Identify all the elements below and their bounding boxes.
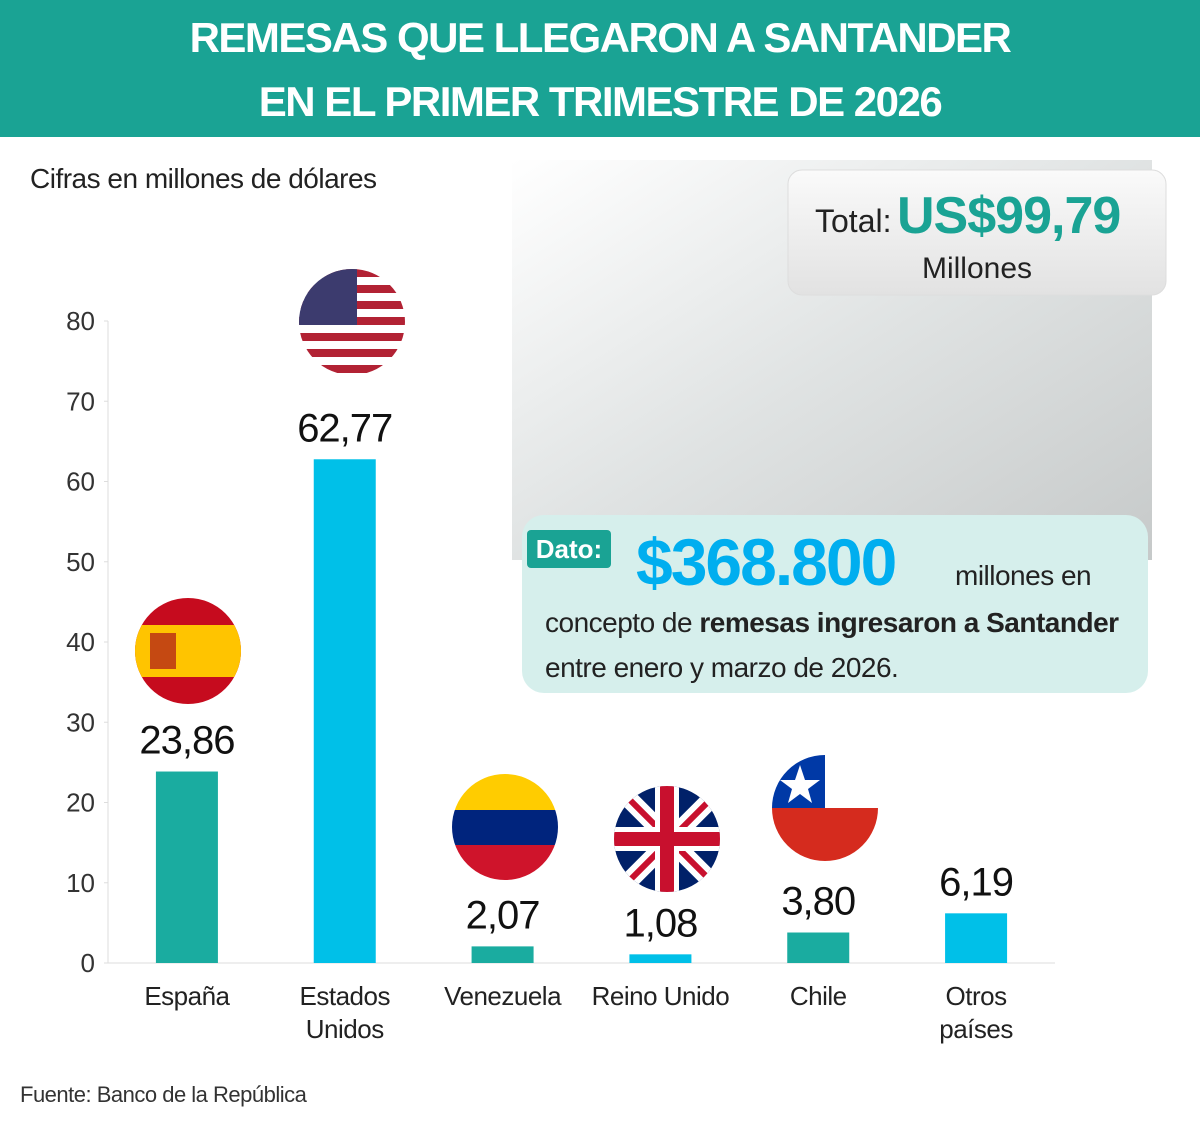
y-tick-label: 30 bbox=[66, 707, 95, 737]
y-tick-label: 80 bbox=[66, 306, 95, 336]
dato-tag bbox=[527, 530, 611, 568]
flag-usa bbox=[299, 269, 405, 375]
value-label: 6,19 bbox=[939, 860, 1013, 904]
dato-box bbox=[522, 515, 1148, 693]
dato-text-bold: remesas ingresaron a Santander bbox=[699, 607, 1119, 638]
flag-chile bbox=[772, 755, 878, 861]
x-tick-label: Venezuela bbox=[444, 981, 562, 1011]
flag-venezuela bbox=[452, 774, 558, 880]
bar bbox=[787, 932, 850, 963]
y-tick-label: 0 bbox=[81, 948, 95, 978]
dato-value: $368.800 bbox=[636, 525, 895, 599]
dato-text: concepto de bbox=[545, 607, 692, 638]
title: EN EL PRIMER TRIMESTRE DE 2026 bbox=[258, 78, 943, 125]
y-tick-label: 50 bbox=[66, 547, 95, 577]
dato-text: entre enero y marzo de 2026. bbox=[545, 652, 898, 683]
value-label: 62,77 bbox=[297, 406, 392, 450]
value-label: 2,07 bbox=[466, 893, 540, 937]
dato-text: concepto de remesas ingresaron a Santand… bbox=[545, 607, 1119, 638]
x-tick-label: Estados Unidos bbox=[299, 981, 391, 1044]
bar bbox=[313, 459, 376, 963]
dato-label: Dato: bbox=[536, 534, 602, 564]
total-box bbox=[787, 169, 1167, 296]
y-tick-label: 70 bbox=[66, 386, 95, 416]
x-tick-label: España bbox=[144, 981, 230, 1011]
total-unit: Millones bbox=[922, 252, 1032, 285]
value-label: 1,08 bbox=[623, 901, 697, 945]
x-tick-label: Reino Unido bbox=[591, 981, 730, 1011]
subtitle: Cifras en millones de dólares bbox=[30, 163, 377, 194]
flag-spain bbox=[135, 598, 241, 704]
x-tick-label: Otros países bbox=[939, 981, 1013, 1044]
header-band bbox=[0, 0, 1200, 137]
source: Fuente: Banco de la República bbox=[20, 1082, 308, 1107]
value-label: 23,86 bbox=[139, 719, 234, 763]
bar bbox=[155, 771, 218, 963]
value-label: 3,80 bbox=[781, 880, 855, 924]
bar bbox=[945, 913, 1008, 963]
dato-text: millones en bbox=[955, 560, 1091, 591]
y-tick-label: 40 bbox=[66, 627, 95, 657]
y-tick-label: 10 bbox=[66, 868, 95, 898]
bar bbox=[471, 946, 534, 963]
x-tick-label: Chile bbox=[789, 981, 847, 1011]
y-tick-label: 20 bbox=[66, 788, 95, 818]
y-tick-label: 60 bbox=[66, 467, 95, 497]
flag-uk bbox=[614, 786, 720, 892]
title: REMESAS QUE LLEGARON A SANTANDER bbox=[189, 14, 1012, 61]
total-label: Total: bbox=[815, 203, 891, 239]
total-value: US$99,79 bbox=[897, 187, 1120, 245]
bar bbox=[629, 954, 692, 963]
